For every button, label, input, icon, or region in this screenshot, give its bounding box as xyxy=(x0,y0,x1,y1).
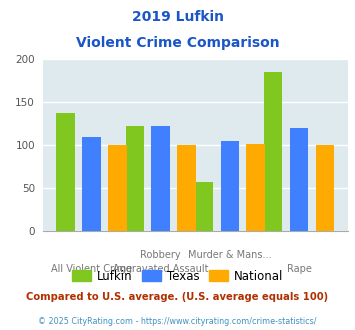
Bar xyxy=(126,126,144,231)
Bar xyxy=(316,145,334,231)
Text: 2019 Lufkin: 2019 Lufkin xyxy=(131,10,224,24)
Bar xyxy=(195,182,213,231)
Bar xyxy=(152,126,170,231)
Text: Murder & Mans...: Murder & Mans... xyxy=(188,250,272,260)
Legend: Lufkin, Texas, National: Lufkin, Texas, National xyxy=(67,265,288,287)
Bar xyxy=(56,114,75,231)
Text: Robbery: Robbery xyxy=(140,250,181,260)
Text: Aggravated Assault: Aggravated Assault xyxy=(113,264,208,274)
Text: All Violent Crime: All Violent Crime xyxy=(51,264,132,274)
Text: Rape: Rape xyxy=(286,264,311,274)
Bar xyxy=(177,145,196,231)
Text: Violent Crime Comparison: Violent Crime Comparison xyxy=(76,36,279,50)
Bar xyxy=(220,141,239,231)
Text: © 2025 CityRating.com - https://www.cityrating.com/crime-statistics/: © 2025 CityRating.com - https://www.city… xyxy=(38,317,317,326)
Bar xyxy=(246,144,265,231)
Bar xyxy=(264,72,282,231)
Bar xyxy=(82,137,101,231)
Text: Compared to U.S. average. (U.S. average equals 100): Compared to U.S. average. (U.S. average … xyxy=(26,292,329,302)
Bar xyxy=(108,145,126,231)
Bar xyxy=(290,128,308,231)
